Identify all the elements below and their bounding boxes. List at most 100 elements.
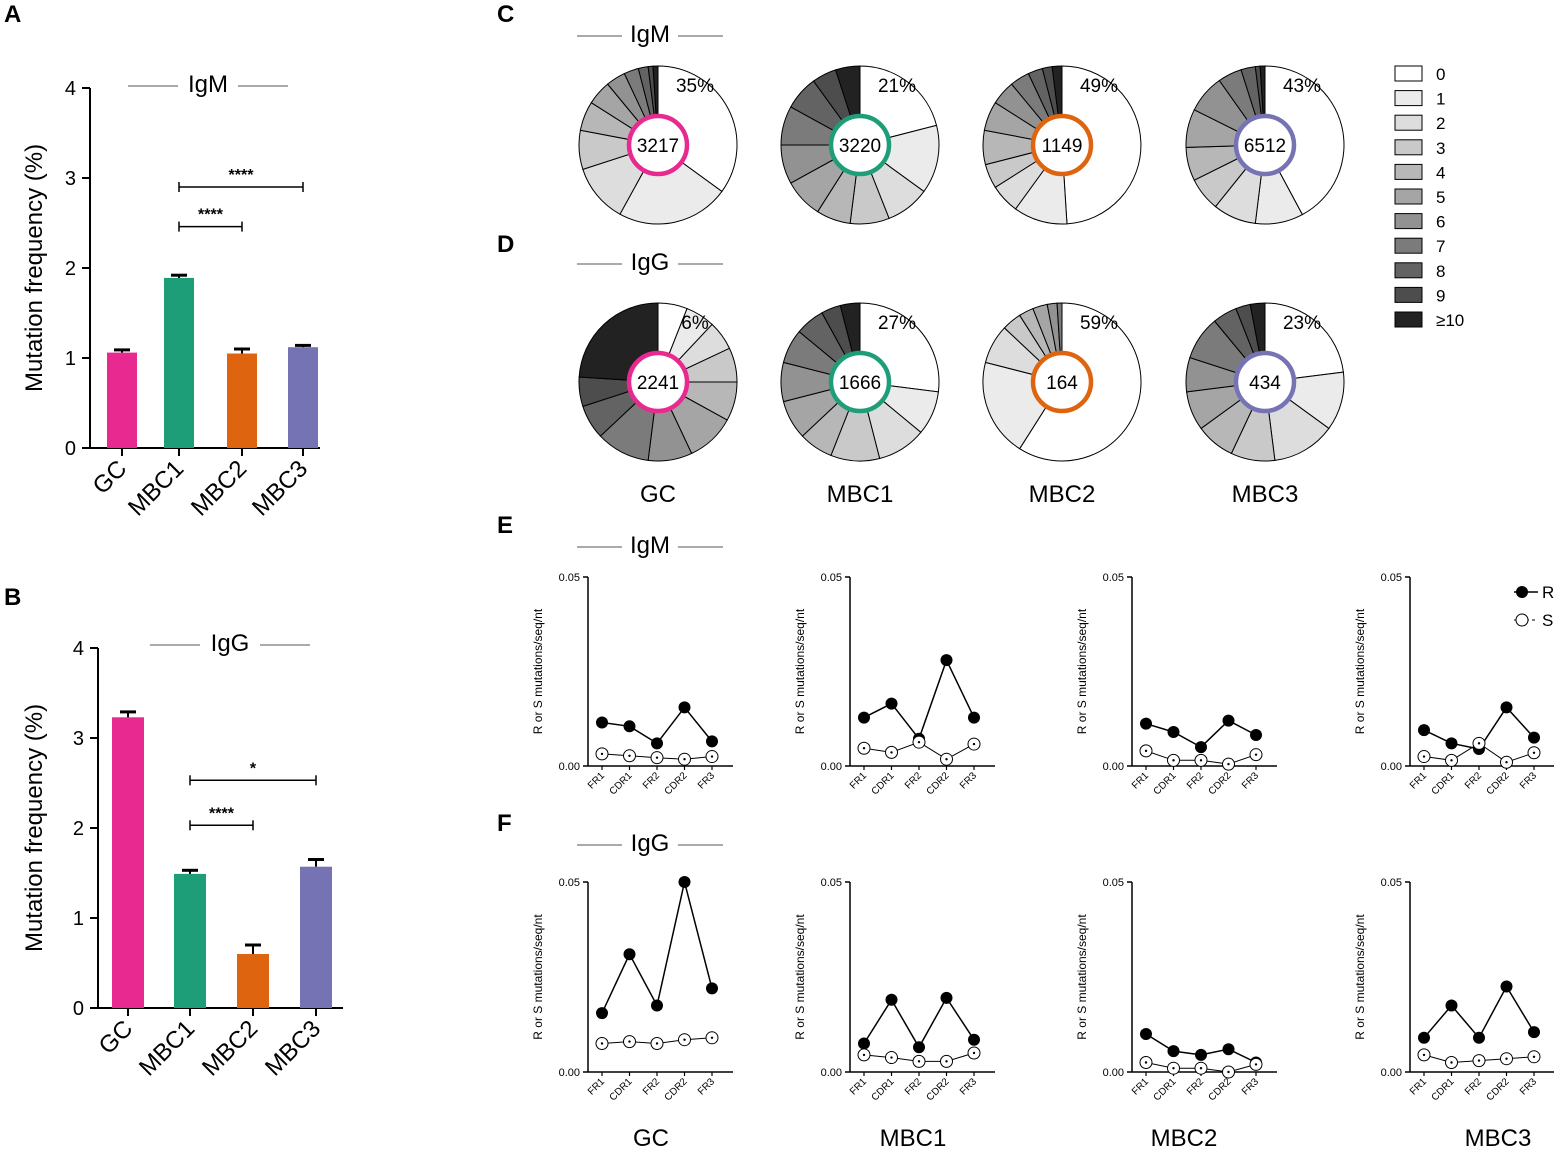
point-r	[968, 1033, 980, 1046]
y-tick-label: 0.00	[559, 1067, 580, 1079]
point-r	[651, 737, 663, 750]
y-tick-label: 3	[73, 728, 84, 750]
y-axis-label: R or S mutations/seq/nt	[1353, 608, 1367, 734]
unmutated-percent: 6%	[681, 313, 709, 334]
y-tick-label: 2	[65, 258, 76, 280]
point-s-dot	[1172, 759, 1175, 762]
point-s-dot	[600, 1042, 604, 1045]
point-s-dot	[1199, 1067, 1203, 1070]
point-r	[678, 701, 691, 714]
x-tick-label: CDR2	[1485, 770, 1512, 797]
legend-marker-r	[1516, 586, 1528, 598]
sequence-count: 434	[1249, 373, 1281, 394]
point-r	[596, 716, 608, 729]
point-r	[1500, 980, 1513, 993]
point-r	[623, 720, 636, 733]
point-r	[1222, 714, 1235, 727]
x-tick-label: FR1	[586, 770, 607, 791]
point-r	[1445, 737, 1458, 750]
pie-center-ring-mbc2	[1030, 113, 1094, 177]
unmutated-percent: 49%	[1080, 76, 1118, 97]
panel-letter: F	[497, 810, 512, 837]
point-r	[1528, 1026, 1540, 1039]
x-tick-label: GC	[88, 455, 133, 500]
y-tick-label: 0	[73, 998, 84, 1020]
x-tick-label: FR3	[958, 1076, 979, 1097]
x-tick-label: FR1	[848, 1076, 869, 1097]
point-r	[678, 876, 691, 888]
x-tick-label: FR1	[1408, 1076, 1429, 1097]
y-tick-label: 0.00	[1103, 761, 1124, 773]
point-r	[1195, 741, 1207, 754]
y-tick-label: 0.00	[1103, 1067, 1124, 1079]
x-tick-label: MBC2	[186, 455, 252, 521]
bar-mbc1	[164, 277, 194, 448]
point-s-dot	[710, 1036, 714, 1040]
point-s-dot	[945, 757, 948, 761]
y-tick-label: 0.05	[1381, 572, 1402, 584]
legend-label: 3	[1436, 139, 1445, 158]
legend-swatch	[1394, 262, 1423, 279]
point-s-dot	[628, 754, 631, 757]
legend-label: 0	[1436, 65, 1445, 84]
point-r	[885, 697, 898, 710]
x-tick-label: CDR1	[1152, 770, 1179, 797]
significance-label: ****	[209, 805, 235, 822]
x-tick-label: CDR1	[608, 1076, 635, 1103]
point-s-dot	[1199, 759, 1203, 762]
y-tick-label: 0.05	[821, 572, 842, 584]
point-s-dot	[1505, 1057, 1508, 1060]
y-tick-label: 0.00	[821, 1067, 842, 1079]
y-tick-label: 3	[65, 168, 76, 190]
pie-slice-gc-0	[657, 65, 738, 193]
point-r	[1140, 717, 1152, 730]
x-tick-label: FR2	[1185, 770, 1206, 791]
point-r	[1473, 1031, 1485, 1044]
point-s-dot	[1422, 755, 1426, 758]
group-label: GC	[640, 481, 676, 508]
point-r	[940, 654, 953, 667]
point-r	[706, 982, 718, 995]
point-r	[706, 735, 718, 748]
point-r	[1418, 724, 1430, 737]
legend-label: 8	[1436, 262, 1445, 281]
bar-gc	[112, 717, 144, 1008]
panel-letter: D	[497, 231, 514, 258]
x-tick-label: CDR2	[925, 770, 952, 797]
chart-title: IgM	[630, 21, 670, 48]
panel-letter: C	[497, 1, 514, 28]
group-label: MBC3	[1232, 481, 1299, 508]
unmutated-percent: 43%	[1283, 76, 1321, 97]
point-s-dot	[1477, 1059, 1481, 1062]
x-tick-label: FR3	[696, 1076, 717, 1097]
point-s-dot	[683, 1038, 686, 1041]
group-label: MBC1	[880, 1125, 947, 1152]
y-tick-label: 0	[65, 438, 76, 460]
pie-center-ring-mbc1	[828, 113, 892, 177]
point-s-dot	[1254, 1063, 1258, 1066]
legend-swatch	[1394, 311, 1423, 328]
sequence-count: 2241	[637, 373, 679, 394]
sequence-count: 1149	[1042, 136, 1083, 157]
significance-label: *	[250, 760, 257, 777]
y-tick-label: 0.05	[559, 877, 580, 889]
y-tick-label: 2	[73, 818, 84, 840]
chart-title: IgG	[631, 830, 670, 857]
point-r	[1195, 1048, 1207, 1061]
y-tick-label: 1	[65, 348, 76, 370]
x-tick-label: FR1	[1130, 770, 1151, 791]
sequence-count: 3217	[637, 136, 679, 157]
point-r	[1222, 1043, 1235, 1056]
point-s-dot	[862, 747, 866, 750]
bar-mbc2	[227, 353, 257, 448]
pie-center-ring-mbc2	[1030, 350, 1094, 414]
panel-c: C IgM 3217 35% 3220 21% 1149 49% 6512 43%	[497, 1, 1345, 225]
legend-label: 2	[1436, 114, 1445, 133]
point-r	[1250, 729, 1262, 742]
pie-legend: 0 1 2 3 4 5 6 7 8 9 ≥10	[1394, 65, 1464, 330]
point-r	[968, 711, 980, 724]
point-s-dot	[972, 742, 976, 746]
point-s-dot	[890, 751, 893, 754]
